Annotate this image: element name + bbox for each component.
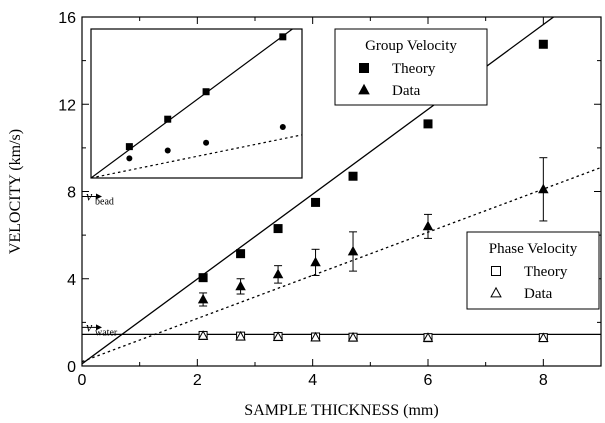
legend-label: Theory xyxy=(392,61,436,77)
data-point xyxy=(347,245,359,256)
inset-frame xyxy=(90,28,303,179)
legend-title: Phase Velocity xyxy=(489,241,578,257)
data-point xyxy=(236,249,246,259)
fit-line-0 xyxy=(82,17,555,365)
x-tick-label: 6 xyxy=(424,372,433,389)
annotation-bead: vbead xyxy=(82,189,114,207)
annotation-arrow-head xyxy=(96,193,102,200)
legend-label: Data xyxy=(392,83,421,99)
legend-marker xyxy=(491,266,501,276)
data-point xyxy=(235,280,246,291)
inset-data-point xyxy=(202,88,210,96)
y-tick-label: 8 xyxy=(67,185,76,202)
axes-layer: 0 2 4 6 8 0 4 8 12 16 xyxy=(58,10,602,389)
annotation-subscript: water xyxy=(95,327,118,338)
inset-data-point xyxy=(164,147,171,154)
x-tick-label: 8 xyxy=(539,372,548,389)
data-point xyxy=(422,332,434,342)
y-tick-label: 16 xyxy=(58,10,76,27)
inset-data-point xyxy=(279,33,287,41)
x-axis-title: SAMPLE THICKNESS (mm) xyxy=(244,402,438,419)
legend-marker xyxy=(359,63,369,73)
data-point xyxy=(311,197,321,207)
annotation-water: vwater xyxy=(82,320,118,338)
annotations-layer: vbead vwater xyxy=(82,189,118,338)
legend-label: Theory xyxy=(524,264,568,280)
legend-title: Group Velocity xyxy=(365,38,457,54)
data-point xyxy=(422,220,434,231)
annotation-arrow-head xyxy=(96,324,102,331)
legends-layer: Group Velocity Theory Data Phase Velocity Th… xyxy=(334,28,600,310)
inset-data-point xyxy=(279,124,286,131)
inset-fit-line-0 xyxy=(91,29,293,178)
x-tick-label: 0 xyxy=(78,372,87,389)
data-point xyxy=(423,119,433,129)
data-point xyxy=(197,330,209,340)
data-point xyxy=(272,268,284,279)
legend-marker xyxy=(358,83,370,95)
legend-box xyxy=(466,231,600,310)
inset-plot xyxy=(90,28,303,179)
data-point xyxy=(310,331,321,342)
x-tick-label: 2 xyxy=(193,372,202,389)
legend-1: Phase Velocity Theory Data xyxy=(466,231,600,310)
data-point xyxy=(198,273,208,283)
y-axis-title: VELOCITY (km/s) xyxy=(7,129,24,254)
y-tick-label: 0 xyxy=(67,359,76,376)
inset-data-point xyxy=(203,139,210,146)
y-tick-label: 4 xyxy=(67,272,76,289)
data-point xyxy=(538,332,549,342)
inset-data-point xyxy=(126,155,133,162)
legend-label: Data xyxy=(524,286,553,302)
data-point xyxy=(310,256,321,267)
data-point xyxy=(538,39,548,49)
plot-data-layer xyxy=(82,17,601,365)
fit-line-1 xyxy=(82,166,601,363)
annotation-subscript: bead xyxy=(95,196,114,207)
data-point xyxy=(273,224,283,234)
data-point xyxy=(538,183,549,194)
legend-0: Group Velocity Theory Data xyxy=(334,28,488,106)
data-point xyxy=(348,171,358,181)
data-point xyxy=(272,331,284,341)
y-tick-label: 12 xyxy=(58,97,76,114)
data-point xyxy=(197,293,209,304)
clipped-data xyxy=(82,17,601,365)
legend-marker xyxy=(490,286,502,298)
data-point xyxy=(235,330,246,341)
inset-data-point xyxy=(125,143,133,151)
inset-data-point xyxy=(164,115,172,123)
x-tick-label: 4 xyxy=(308,372,317,389)
data-point xyxy=(347,332,359,342)
inset-clipped xyxy=(91,29,302,178)
